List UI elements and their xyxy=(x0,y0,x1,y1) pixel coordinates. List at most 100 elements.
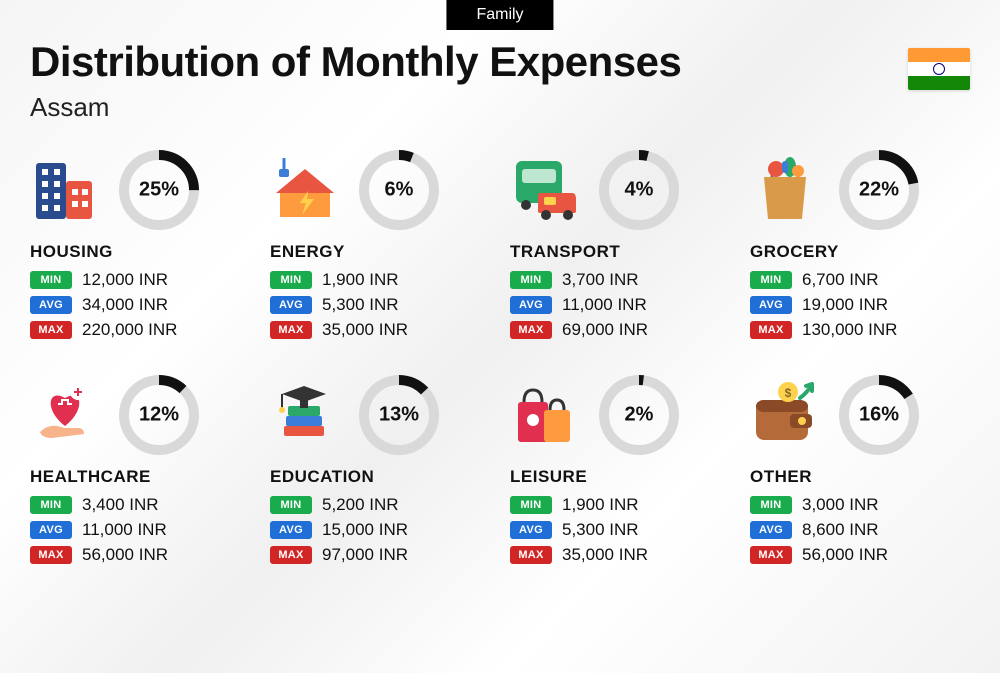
min-badge: MIN xyxy=(270,496,312,514)
healthcare-icon xyxy=(30,380,100,450)
leisure-max-value: 35,000 INR xyxy=(562,545,648,565)
housing-min-value: 12,000 INR xyxy=(82,270,168,290)
energy-avg-value: 5,300 INR xyxy=(322,295,399,315)
max-badge: MAX xyxy=(30,546,72,564)
avg-badge: AVG xyxy=(510,521,552,539)
expense-card-housing: 25% HOUSING MIN 12,000 INR AVG 34,000 IN… xyxy=(30,150,250,345)
housing-percent: 25% xyxy=(139,179,179,202)
housing-donut: 25% xyxy=(118,149,200,231)
transport-avg-value: 11,000 INR xyxy=(562,295,647,315)
other-max-row: MAX 56,000 INR xyxy=(750,545,970,565)
energy-avg-row: AVG 5,300 INR xyxy=(270,295,490,315)
min-badge: MIN xyxy=(510,271,552,289)
flag-chakra-icon xyxy=(933,63,945,75)
transport-max-row: MAX 69,000 INR xyxy=(510,320,730,340)
other-avg-value: 8,600 INR xyxy=(802,520,879,540)
avg-badge: AVG xyxy=(30,296,72,314)
housing-max-value: 220,000 INR xyxy=(82,320,177,340)
leisure-icon xyxy=(510,380,580,450)
education-avg-row: AVG 15,000 INR xyxy=(270,520,490,540)
transport-avg-row: AVG 11,000 INR xyxy=(510,295,730,315)
education-max-row: MAX 97,000 INR xyxy=(270,545,490,565)
housing-avg-row: AVG 34,000 INR xyxy=(30,295,250,315)
category-pill: Family xyxy=(446,0,553,30)
max-badge: MAX xyxy=(750,546,792,564)
transport-max-value: 69,000 INR xyxy=(562,320,648,340)
avg-badge: AVG xyxy=(30,521,72,539)
leisure-min-row: MIN 1,900 INR xyxy=(510,495,730,515)
housing-name: HOUSING xyxy=(30,242,250,262)
expense-card-healthcare: 12% HEALTHCARE MIN 3,400 INR AVG 11,000 … xyxy=(30,375,250,570)
education-max-value: 97,000 INR xyxy=(322,545,408,565)
energy-min-row: MIN 1,900 INR xyxy=(270,270,490,290)
expense-grid: 25% HOUSING MIN 12,000 INR AVG 34,000 IN… xyxy=(30,150,970,570)
grocery-max-value: 130,000 INR xyxy=(802,320,897,340)
other-min-value: 3,000 INR xyxy=(802,495,879,515)
education-name: EDUCATION xyxy=(270,467,490,487)
healthcare-min-value: 3,400 INR xyxy=(82,495,159,515)
education-donut: 13% xyxy=(358,374,440,456)
leisure-name: LEISURE xyxy=(510,467,730,487)
page-subtitle: Assam xyxy=(30,92,109,123)
grocery-avg-row: AVG 19,000 INR xyxy=(750,295,970,315)
leisure-avg-value: 5,300 INR xyxy=(562,520,639,540)
min-badge: MIN xyxy=(750,496,792,514)
flag-stripe-bot xyxy=(908,76,970,90)
energy-icon xyxy=(270,155,340,225)
leisure-donut: 2% xyxy=(598,374,680,456)
education-min-value: 5,200 INR xyxy=(322,495,399,515)
education-avg-value: 15,000 INR xyxy=(322,520,408,540)
energy-min-value: 1,900 INR xyxy=(322,270,399,290)
max-badge: MAX xyxy=(510,546,552,564)
min-badge: MIN xyxy=(30,496,72,514)
healthcare-max-value: 56,000 INR xyxy=(82,545,168,565)
energy-donut: 6% xyxy=(358,149,440,231)
avg-badge: AVG xyxy=(750,296,792,314)
grocery-max-row: MAX 130,000 INR xyxy=(750,320,970,340)
page-title: Distribution of Monthly Expenses xyxy=(30,38,681,86)
avg-badge: AVG xyxy=(270,521,312,539)
transport-icon xyxy=(510,155,580,225)
leisure-min-value: 1,900 INR xyxy=(562,495,639,515)
energy-percent: 6% xyxy=(385,179,414,202)
min-badge: MIN xyxy=(270,271,312,289)
expense-card-grocery: 22% GROCERY MIN 6,700 INR AVG 19,000 INR… xyxy=(750,150,970,345)
other-icon: $ xyxy=(750,380,820,450)
leisure-percent: 2% xyxy=(625,404,654,427)
other-max-value: 56,000 INR xyxy=(802,545,888,565)
grocery-icon xyxy=(750,155,820,225)
leisure-avg-row: AVG 5,300 INR xyxy=(510,520,730,540)
max-badge: MAX xyxy=(510,321,552,339)
healthcare-min-row: MIN 3,400 INR xyxy=(30,495,250,515)
grocery-percent: 22% xyxy=(859,179,899,202)
expense-card-transport: 4% TRANSPORT MIN 3,700 INR AVG 11,000 IN… xyxy=(510,150,730,345)
housing-max-row: MAX 220,000 INR xyxy=(30,320,250,340)
other-min-row: MIN 3,000 INR xyxy=(750,495,970,515)
other-percent: 16% xyxy=(859,404,899,427)
other-avg-row: AVG 8,600 INR xyxy=(750,520,970,540)
max-badge: MAX xyxy=(30,321,72,339)
max-badge: MAX xyxy=(750,321,792,339)
healthcare-avg-row: AVG 11,000 INR xyxy=(30,520,250,540)
energy-max-value: 35,000 INR xyxy=(322,320,408,340)
education-icon xyxy=(270,380,340,450)
transport-percent: 4% xyxy=(625,179,654,202)
education-percent: 13% xyxy=(379,404,419,427)
min-badge: MIN xyxy=(30,271,72,289)
avg-badge: AVG xyxy=(750,521,792,539)
energy-max-row: MAX 35,000 INR xyxy=(270,320,490,340)
max-badge: MAX xyxy=(270,546,312,564)
housing-min-row: MIN 12,000 INR xyxy=(30,270,250,290)
healthcare-max-row: MAX 56,000 INR xyxy=(30,545,250,565)
grocery-avg-value: 19,000 INR xyxy=(802,295,888,315)
housing-icon xyxy=(30,155,100,225)
transport-min-row: MIN 3,700 INR xyxy=(510,270,730,290)
grocery-donut: 22% xyxy=(838,149,920,231)
svg-text:$: $ xyxy=(785,386,792,400)
flag-stripe-mid xyxy=(908,62,970,76)
healthcare-donut: 12% xyxy=(118,374,200,456)
avg-badge: AVG xyxy=(270,296,312,314)
expense-card-energy: 6% ENERGY MIN 1,900 INR AVG 5,300 INR MA… xyxy=(270,150,490,345)
leisure-max-row: MAX 35,000 INR xyxy=(510,545,730,565)
healthcare-percent: 12% xyxy=(139,404,179,427)
